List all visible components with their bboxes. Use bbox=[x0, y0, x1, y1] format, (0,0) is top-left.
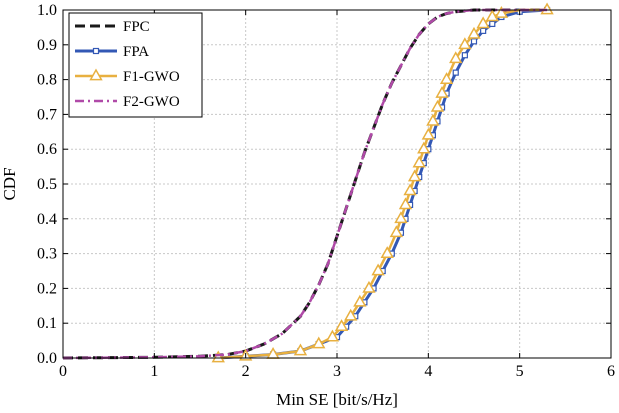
y-tick-label: 0.5 bbox=[37, 176, 57, 193]
fpa-marker bbox=[489, 20, 496, 28]
f1-gwo-marker bbox=[389, 225, 404, 238]
f1-gwo-marker bbox=[89, 68, 103, 81]
legend-item-fpa: FPA bbox=[75, 44, 149, 60]
y-tick-label: 0.6 bbox=[37, 141, 57, 158]
f1-gwo-marker bbox=[426, 113, 440, 126]
f1-gwo-marker bbox=[407, 169, 422, 182]
legend-item-fpc: FPC bbox=[75, 19, 150, 35]
y-tick-label: 0.4 bbox=[37, 211, 57, 228]
f1-gwo-marker bbox=[439, 72, 454, 84]
y-tick-label: 1.0 bbox=[37, 2, 57, 19]
f1-gwo-marker bbox=[458, 37, 472, 50]
f1-gwo-marker bbox=[430, 99, 445, 112]
y-tick-label: 0.8 bbox=[37, 72, 57, 89]
f1-gwo-marker bbox=[312, 336, 326, 349]
f1-gwo-marker bbox=[334, 319, 349, 332]
x-tick-label: 6 bbox=[607, 363, 615, 380]
fpa-marker bbox=[480, 27, 487, 34]
f1-gwo-marker bbox=[398, 197, 413, 210]
legend-box bbox=[68, 12, 203, 118]
legend-label: FPA bbox=[123, 44, 149, 60]
legend-label: FPC bbox=[123, 19, 150, 35]
f1-gwo-marker bbox=[403, 183, 417, 196]
f1-gwo-marker bbox=[421, 127, 436, 140]
legend-label: F2-GWO bbox=[123, 94, 180, 110]
f1-gwo-marker bbox=[211, 350, 225, 363]
f1-gwo-marker bbox=[412, 155, 426, 168]
f1-gwo-marker bbox=[362, 280, 376, 293]
series-layer bbox=[62, 2, 554, 363]
fpa-marker bbox=[470, 38, 478, 45]
series-f2-gwo bbox=[62, 8, 548, 360]
f1-gwo-marker bbox=[476, 16, 490, 29]
f1-gwo-marker bbox=[293, 343, 308, 356]
f1-gwo-marker bbox=[380, 246, 394, 258]
y-tick-label: 0.0 bbox=[37, 350, 57, 367]
y-tick-label: 0.9 bbox=[37, 37, 57, 54]
f1-gwo-marker bbox=[449, 51, 463, 64]
legend-item-f1-gwo: F1-GWO bbox=[75, 68, 180, 85]
x-axis-title: Min SE [bit/s/Hz] bbox=[276, 390, 398, 409]
legend-item-f2-gwo: F2-GWO bbox=[75, 94, 180, 110]
x-tick-label: 3 bbox=[333, 363, 341, 380]
x-tick-label: 1 bbox=[150, 363, 158, 380]
f1-gwo-marker bbox=[325, 329, 340, 342]
ticks: 0 1 2 3 4 5 6 0.0 0.1 0.2 0.3 0.4 0.5 0.6 0.7 0.8 0.9 1.0 bbox=[37, 2, 615, 380]
f1-gwo-marker bbox=[417, 141, 431, 154]
f1-gwo-marker bbox=[494, 5, 509, 18]
legend: FPC FPA F1-GWO F2-GWO bbox=[68, 12, 203, 118]
f1-gwo-marker bbox=[353, 294, 367, 307]
y-tick-label: 0.7 bbox=[37, 106, 57, 123]
y-tick-label: 0.3 bbox=[37, 246, 57, 263]
x-tick-label: 2 bbox=[242, 363, 250, 380]
f1-gwo-marker bbox=[344, 308, 358, 321]
x-tick-label: 5 bbox=[516, 363, 524, 380]
f1-gwo-marker bbox=[371, 263, 385, 276]
y-tick-label: 0.1 bbox=[37, 315, 57, 332]
f1-gwo-marker bbox=[467, 26, 481, 39]
y-tick-label: 0.2 bbox=[37, 280, 57, 297]
f1-gwo-marker bbox=[435, 85, 449, 98]
x-tick-label: 0 bbox=[59, 363, 67, 380]
f1-gwo-marker bbox=[394, 211, 408, 224]
fpa-marker bbox=[92, 47, 100, 55]
y-axis-title: CDF bbox=[0, 167, 19, 200]
series-line-f2-gwo bbox=[62, 8, 548, 360]
fpa-marker bbox=[452, 69, 459, 76]
x-tick-label: 4 bbox=[424, 363, 432, 380]
f1-gwo-marker bbox=[485, 9, 499, 22]
legend-label: F1-GWO bbox=[123, 69, 180, 85]
fpa-marker bbox=[461, 52, 468, 59]
